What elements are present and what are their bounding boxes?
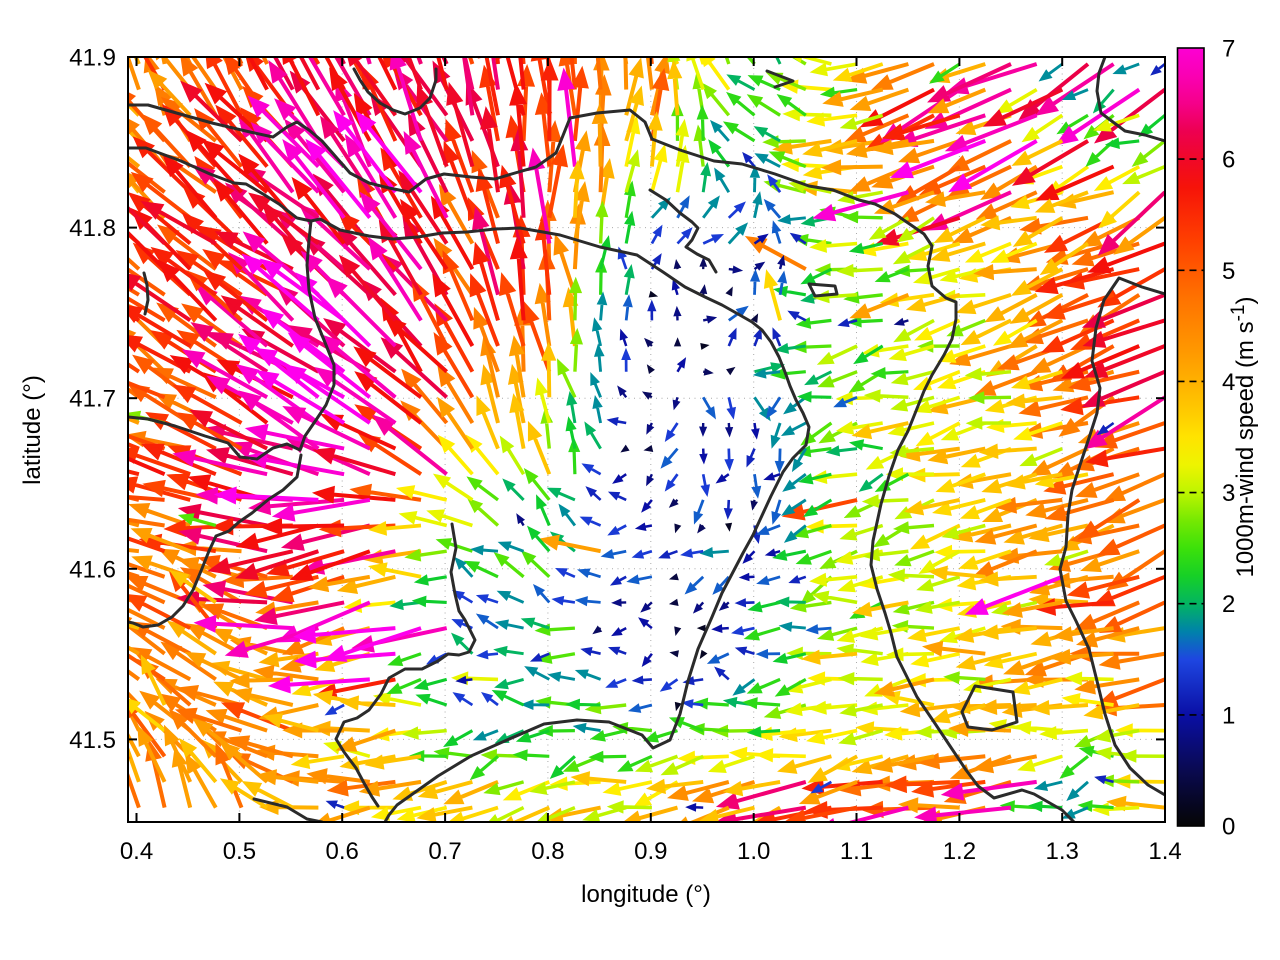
svg-text:latitude (°): latitude (°)	[19, 375, 46, 485]
svg-text:41.8: 41.8	[69, 215, 116, 242]
svg-text:longitude (°): longitude (°)	[581, 881, 711, 908]
svg-text:2: 2	[1222, 591, 1235, 618]
svg-text:1.4: 1.4	[1148, 838, 1181, 865]
svg-text:41.7: 41.7	[69, 386, 116, 413]
svg-text:3: 3	[1222, 480, 1235, 507]
svg-text:5: 5	[1222, 258, 1235, 285]
svg-text:6: 6	[1222, 147, 1235, 174]
svg-text:1.3: 1.3	[1046, 838, 1079, 865]
svg-text:0.5: 0.5	[223, 838, 256, 865]
svg-text:1000m-wind speed (m s-1): 1000m-wind speed (m s-1)	[1228, 296, 1259, 577]
svg-text:1.0: 1.0	[737, 838, 770, 865]
svg-text:0.4: 0.4	[120, 838, 153, 865]
svg-text:1.2: 1.2	[943, 838, 976, 865]
svg-text:7: 7	[1222, 36, 1235, 63]
svg-text:41.5: 41.5	[69, 727, 116, 754]
svg-text:0.7: 0.7	[428, 838, 461, 865]
svg-text:0.6: 0.6	[326, 838, 359, 865]
svg-text:41.6: 41.6	[69, 556, 116, 583]
svg-text:1: 1	[1222, 702, 1235, 729]
svg-text:41.9: 41.9	[69, 45, 116, 72]
svg-text:0.9: 0.9	[634, 838, 667, 865]
svg-text:1.1: 1.1	[840, 838, 873, 865]
svg-text:0: 0	[1222, 814, 1235, 841]
svg-text:4: 4	[1222, 369, 1235, 396]
svg-text:0.8: 0.8	[531, 838, 564, 865]
